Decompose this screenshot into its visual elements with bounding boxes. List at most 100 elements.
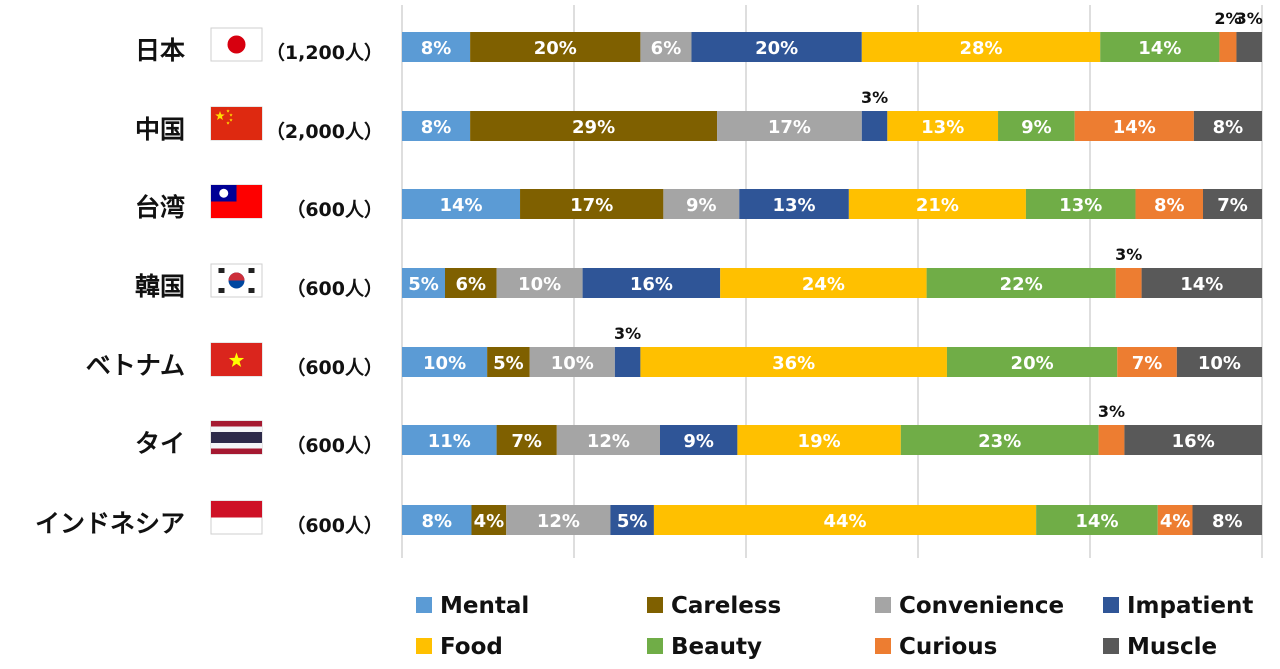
bar-segment-food xyxy=(720,268,927,298)
bar-segment-careless xyxy=(470,111,718,141)
data-label: 20% xyxy=(755,38,798,59)
china-flag-icon xyxy=(210,106,263,141)
sample-count: （600人） xyxy=(286,356,383,379)
legend-item-muscle: Muscle xyxy=(1103,634,1217,660)
legend-swatch xyxy=(416,638,432,654)
indonesia-flag-icon xyxy=(210,500,263,535)
sample-count: （600人） xyxy=(286,514,383,537)
data-label: 8% xyxy=(1212,511,1243,532)
legend-swatch xyxy=(647,638,663,654)
bar-segment-impatient xyxy=(739,189,849,219)
data-label: 8% xyxy=(1213,117,1244,138)
bar-segment-careless xyxy=(445,268,497,298)
bar-segment-beauty xyxy=(1025,189,1136,219)
bar-segment-beauty xyxy=(946,347,1118,377)
bar-row-6: 8% 4% 12% 5% 44% 14% 4% 8% xyxy=(402,505,1262,535)
data-label: 3% xyxy=(1098,402,1125,421)
legend-label: Muscle xyxy=(1127,634,1217,660)
bar-segment-curious xyxy=(1074,111,1194,141)
bar-row-0: 8% 20% 6% 20% 28% 14% 2%3% xyxy=(402,9,1263,62)
bar-row-3: 5% 6% 10% 16% 24% 22% 3% 14% xyxy=(402,245,1262,298)
bar-segment-mental xyxy=(402,425,497,455)
data-label: 11% xyxy=(428,431,471,452)
bar-segment-beauty xyxy=(1036,505,1158,535)
bar-segment-impatient xyxy=(691,32,862,62)
bar-segment-impatient xyxy=(861,111,888,141)
country-name: 韓国 xyxy=(135,272,185,301)
legend-item-curious: Curious xyxy=(875,634,997,660)
data-label: 13% xyxy=(773,195,816,216)
bar-segment-impatient xyxy=(614,347,641,377)
data-label: 2% xyxy=(1214,9,1241,28)
data-label: 7% xyxy=(511,431,542,452)
bar-segment-mental xyxy=(402,268,445,298)
category-label-2: 台湾 （600人） xyxy=(135,184,383,222)
thailand-flag-icon xyxy=(210,420,263,455)
bar-segment-careless xyxy=(470,32,641,62)
legend: Mental Careless Convenience Impatient Food Be… xyxy=(416,593,1253,660)
data-label: 14% xyxy=(1113,117,1156,138)
bar-segment-muscle xyxy=(1124,425,1262,455)
country-name: インドネシア xyxy=(35,509,185,538)
bar-segment-food xyxy=(640,347,947,377)
legend-swatch xyxy=(647,597,663,613)
bar-row-5: 11% 7% 12% 9% 19% 23% 3% 16% xyxy=(402,402,1262,455)
bar-segment-food xyxy=(737,425,901,455)
data-label: 8% xyxy=(421,38,452,59)
country-name: ベトナム xyxy=(86,351,185,380)
data-label: 23% xyxy=(978,431,1021,452)
taiwan-flag-icon xyxy=(210,184,263,219)
data-label: 3% xyxy=(861,88,888,107)
bar-segment-convenience xyxy=(556,425,660,455)
data-label: 5% xyxy=(617,511,648,532)
data-label: 8% xyxy=(421,117,452,138)
data-label: 6% xyxy=(651,38,682,59)
bar-segment-convenience xyxy=(640,32,692,62)
bar-row-1: 8% 29% 17% 3% 13% 9% 14% 8% xyxy=(402,88,1262,141)
legend-label: Curious xyxy=(899,634,997,660)
data-label: 5% xyxy=(408,274,439,295)
bar-segment-careless xyxy=(520,189,664,219)
legend-item-mental: Mental xyxy=(416,593,529,619)
legend-label: Beauty xyxy=(671,634,762,660)
bar-segment-muscle xyxy=(1192,505,1262,535)
bar-segment-mental xyxy=(402,347,488,377)
category-label-5: タイ （600人） xyxy=(135,420,383,458)
sample-count: （2,000人） xyxy=(266,120,383,143)
country-name: タイ xyxy=(135,429,185,458)
data-label: 5% xyxy=(493,353,524,374)
data-label: 8% xyxy=(421,511,452,532)
data-label: 14% xyxy=(1075,511,1118,532)
data-label: 16% xyxy=(1172,431,1215,452)
bar-segment-impatient xyxy=(610,505,654,535)
bar-segment-careless xyxy=(471,505,507,535)
sample-count: （1,200人） xyxy=(266,41,383,64)
data-label: 9% xyxy=(683,431,714,452)
bar-segment-curious xyxy=(1115,268,1142,298)
bar-segment-curious xyxy=(1157,505,1193,535)
legend-item-convenience: Convenience xyxy=(875,593,1064,619)
data-label: 14% xyxy=(1180,274,1223,295)
bar-segment-convenience xyxy=(506,505,611,535)
data-label: 3% xyxy=(1236,9,1263,28)
bar-segment-muscle xyxy=(1193,111,1262,141)
data-label: 28% xyxy=(959,38,1002,59)
data-label: 36% xyxy=(772,353,815,374)
category-label-4: ベトナム （600人） xyxy=(86,342,383,380)
bar-segment-mental xyxy=(402,189,521,219)
bar-segment-beauty xyxy=(1100,32,1220,62)
country-name: 日本 xyxy=(135,36,185,65)
bar-segment-convenience xyxy=(717,111,862,141)
legend-label: Careless xyxy=(671,593,781,619)
bar-segment-curious xyxy=(1219,32,1237,62)
data-label: 13% xyxy=(921,117,964,138)
data-label: 20% xyxy=(1011,353,1054,374)
bar-segment-curious xyxy=(1135,189,1203,219)
data-label: 10% xyxy=(518,274,561,295)
bar-segment-impatient xyxy=(660,425,738,455)
legend-item-food: Food xyxy=(416,634,503,660)
korea-flag-icon xyxy=(210,263,263,298)
data-label: 3% xyxy=(1115,245,1142,264)
legend-item-impatient: Impatient xyxy=(1103,593,1253,619)
